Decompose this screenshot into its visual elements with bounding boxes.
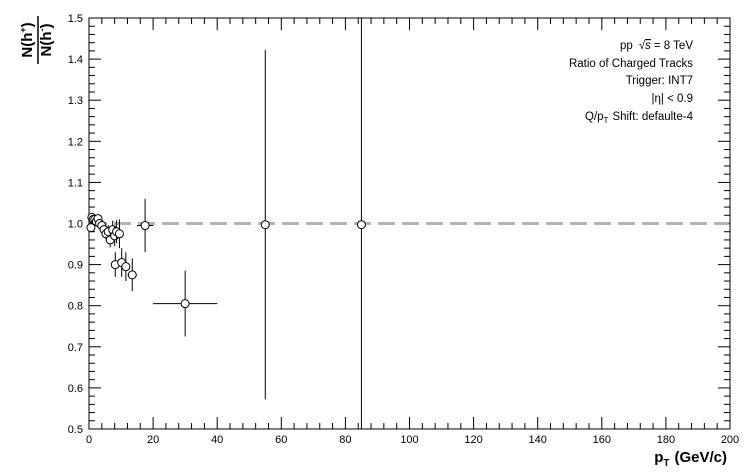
x-tick-label: 40 [211,434,223,446]
x-tick-label: 140 [529,434,547,446]
data-point [86,223,96,233]
point-marker [86,223,96,233]
y-tick-label: 0.7 [68,342,83,354]
x-tick-label: 80 [339,434,351,446]
data-point [114,219,124,249]
x-tick-label: 100 [400,434,418,446]
y-tick-label: 0.8 [68,301,83,313]
point-marker [114,229,124,239]
point-marker [260,220,270,230]
x-tick-label: 20 [147,434,159,446]
annotation-ratio: Ratio of Charged Tracks [569,58,693,70]
x-tick-label: 120 [464,434,482,446]
y-tick-label: 0.9 [68,260,83,272]
x-tick-label: 180 [657,434,675,446]
y-tick-label: 1.2 [68,136,83,148]
x-axis-title: pT (GeV/c) [654,449,727,469]
data-point [121,252,131,282]
data-point [260,50,270,400]
data-point [127,258,138,292]
x-tick-label: 200 [721,434,739,446]
y-tick-label: 1.1 [68,177,83,189]
y-tick-labels: 0.5 0.6 0.7 0.8 0.9 1.0 1.1 1.2 1.3 1.4 1.5 [68,13,83,436]
point-marker [356,220,366,230]
x-tick-label: 0 [86,434,92,446]
annotation-eta: |η| < 0.9 [652,93,693,105]
data-point [153,270,218,337]
x-tick-labels: 0 20 40 60 80 100 120 140 160 180 200 [86,434,739,446]
svg-text:N(h+): N(h+) [18,22,36,57]
y-tick-label: 1.3 [68,95,83,107]
data-points [86,18,366,429]
data-point [137,198,154,253]
x-tick-label: 60 [275,434,287,446]
y-tick-label: 1.4 [68,54,83,66]
data-point [117,248,127,277]
point-marker [140,221,150,231]
annotation-energy: pp √s = 8 TeV [620,39,693,52]
point-marker [180,299,190,309]
y-tick-label: 0.5 [68,424,83,436]
annotation-trigger: Trigger: INT7 [626,75,693,87]
point-marker [121,262,131,272]
point-marker [127,270,137,280]
annotation-shift: Q/pT Shift: defaulte-4 [585,111,694,125]
y-tick-label: 1.5 [68,13,83,25]
x-tick-label: 160 [593,434,611,446]
y-tick-label: 1.0 [68,219,83,231]
axis-ticks [88,17,731,430]
y-tick-label: 0.6 [68,383,83,395]
annotation-block: pp √s = 8 TeV Ratio of Charged Tracks Trig… [569,39,694,125]
data-point [356,18,366,429]
svg-text:N(h-): N(h-) [37,24,55,57]
